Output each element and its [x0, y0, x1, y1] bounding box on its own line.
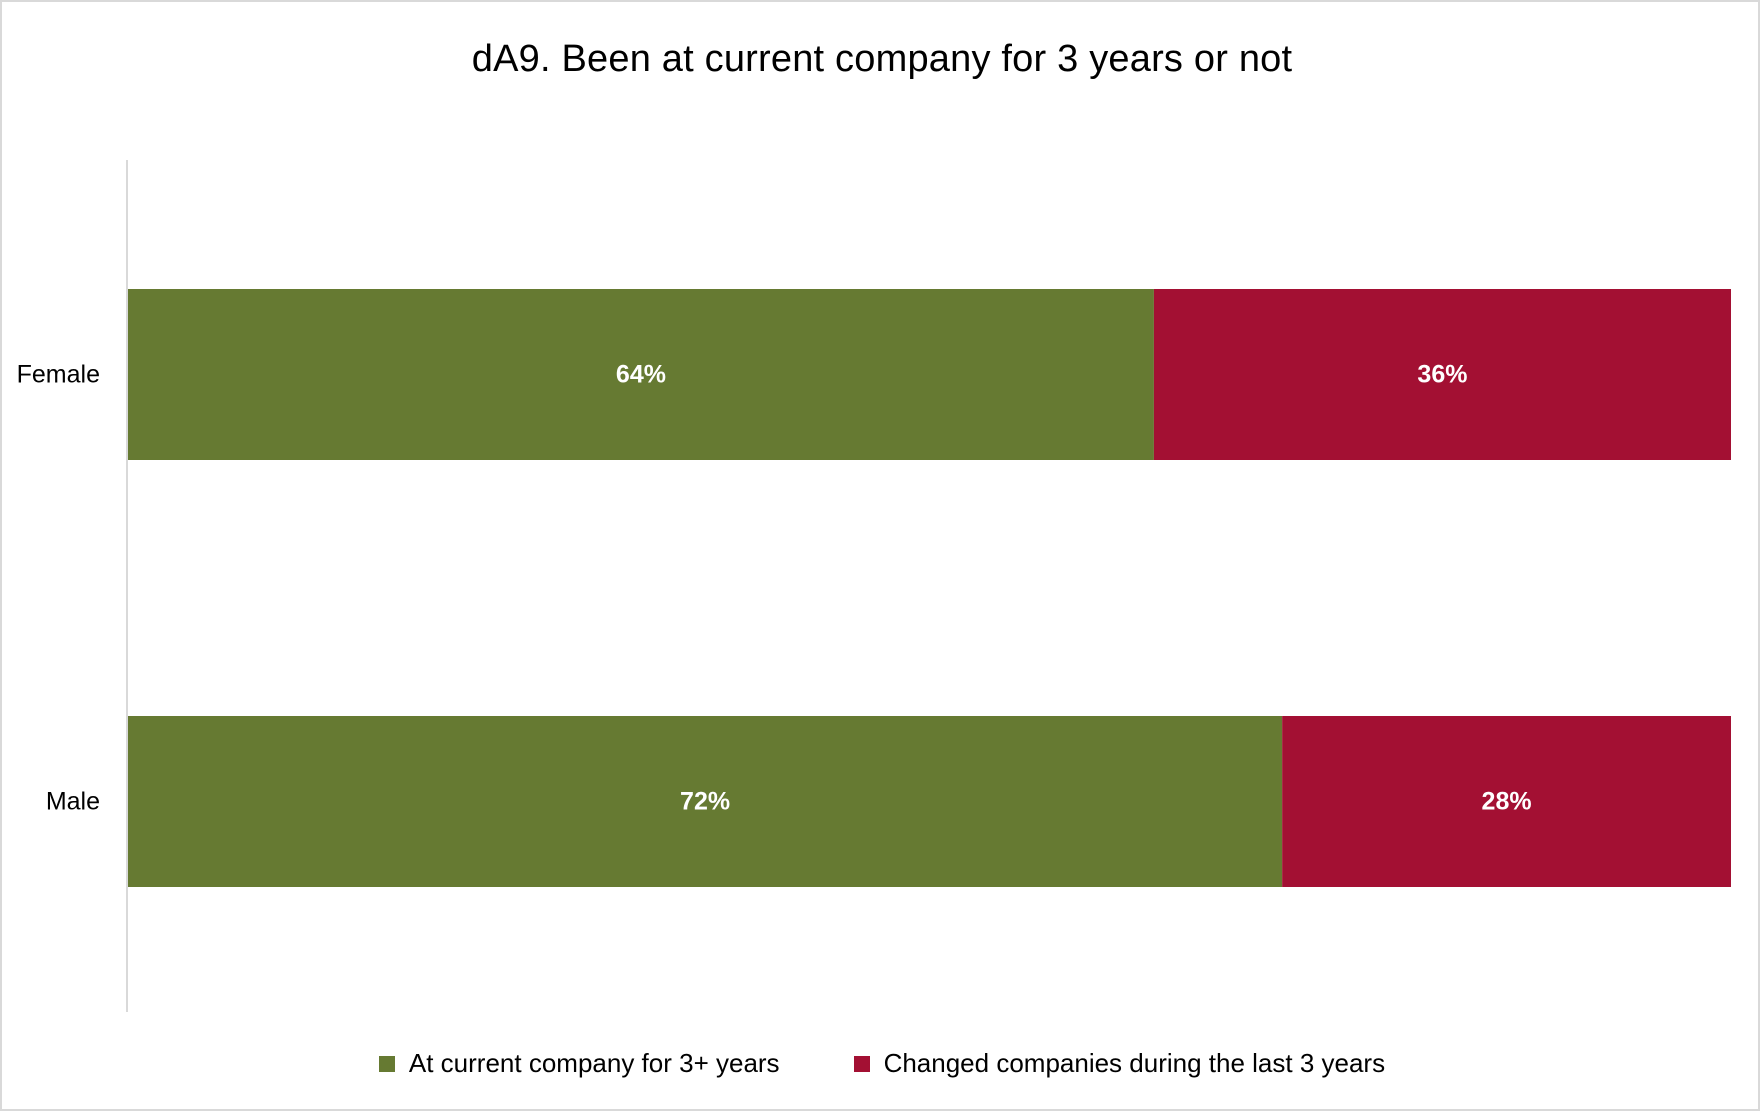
- chart-title: dA9. Been at current company for 3 years…: [471, 38, 1293, 80]
- bars-layer: Female 64% 36% Male 72% 28%: [17, 289, 1731, 887]
- data-label-male-series-0: 72%: [680, 788, 730, 816]
- legend-label: At current company for 3+ years: [408, 1048, 780, 1078]
- legend-item-changed-companies: Changed companies during the last 3 year…: [853, 1048, 1386, 1079]
- data-label-female-series-1: 36%: [1417, 361, 1467, 389]
- data-label-female-series-0: 64%: [616, 361, 666, 389]
- legend: At current company for 3+ years Changed …: [2, 1048, 1760, 1079]
- bar-female-series-1: [1153, 289, 1731, 460]
- bar-female-series-0: [128, 289, 1154, 460]
- data-label-male-series-1: 28%: [1482, 788, 1532, 816]
- category-label-male: Male: [46, 788, 100, 816]
- bar-male-series-0: [128, 716, 1283, 887]
- bar-male-series-1: [1282, 716, 1731, 887]
- legend-item-at-current-company: At current company for 3+ years: [378, 1048, 780, 1079]
- legend-swatch-red: [853, 1055, 870, 1072]
- legend-swatch-green: [378, 1055, 395, 1072]
- category-label-female: Female: [17, 361, 100, 389]
- legend-label: Changed companies during the last 3 year…: [883, 1048, 1386, 1078]
